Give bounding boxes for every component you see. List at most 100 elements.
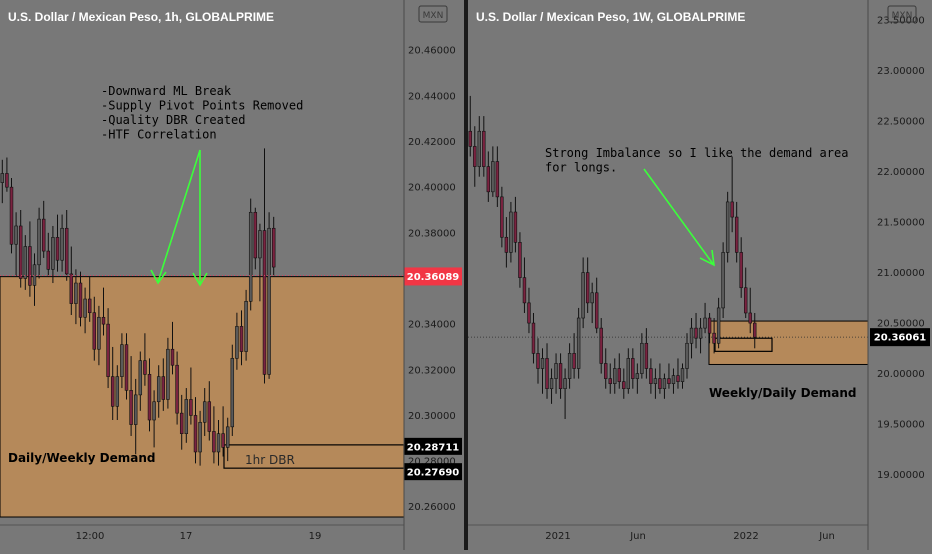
left-candle-body — [184, 399, 189, 434]
left-currency-badge-label: MXN — [423, 11, 444, 21]
right-last-price-badge[interactable] — [870, 328, 930, 347]
left-candle-body — [147, 374, 152, 421]
right-currency-badge-label: MXN — [892, 11, 913, 21]
left-xtick-label: 19 — [309, 531, 322, 542]
right-ytick-label: 22.50000 — [877, 117, 925, 128]
left-chart-panel[interactable]: Daily/Weekly Demand 1hr DBR -Downward ML B… — [0, 0, 405, 525]
left-ytick-label: 20.26000 — [408, 502, 456, 513]
right-candle-body — [667, 378, 671, 384]
right-candle-body — [594, 292, 599, 329]
right-candle-body — [581, 272, 585, 319]
left-candle-body — [74, 282, 78, 304]
right-candle-body — [653, 378, 658, 384]
right-ytick-label: 21.50000 — [877, 218, 925, 229]
left-candle-body — [18, 225, 23, 279]
left-candle-body — [244, 301, 248, 352]
right-annotation-line: for longs. — [545, 161, 617, 175]
left-candle-body — [115, 376, 120, 407]
right-candle-body — [671, 375, 676, 384]
right-candle-body — [725, 201, 730, 253]
right-ytick-label: 22.00000 — [877, 167, 925, 178]
right-currency-badge[interactable]: MXN — [887, 5, 917, 23]
right-candle-body — [748, 312, 752, 324]
right-candle-body — [649, 368, 653, 384]
right-candle-body — [712, 332, 716, 344]
right-candle-body — [477, 130, 481, 167]
right-time-axis[interactable]: 2021 Jun 2022 Jun — [468, 524, 868, 550]
right-candle-body — [604, 363, 608, 379]
left-candle-body — [92, 312, 97, 350]
left-candle-body — [78, 282, 83, 318]
daily-weekly-demand-label: Daily/Weekly Demand — [8, 451, 156, 465]
right-candle-body — [640, 342, 644, 374]
left-candle-body — [101, 316, 106, 325]
arrow-head — [150, 269, 167, 285]
left-candle-body — [193, 415, 198, 453]
right-ytick-label: 20.00000 — [877, 369, 925, 380]
left-candle-body — [55, 237, 60, 261]
left-xtick-label: 17 — [180, 531, 193, 542]
left-candle-body — [143, 360, 147, 375]
right-price-axis[interactable]: 23.50000 23.00000 22.50000 22.00000 21.50000… — [868, 0, 932, 550]
right-arrow — [643, 168, 715, 267]
left-level-badge[interactable] — [404, 463, 462, 481]
left-ytick-label: 20.46000 — [408, 46, 456, 57]
right-chart-panel[interactable]: Weekly/Daily Demand Strong Imbalance so I… — [468, 0, 869, 525]
left-ytick-label: 20.38000 — [408, 228, 456, 239]
left-time-axis[interactable]: 12:00 17 19 — [0, 524, 404, 550]
right-candle-body — [536, 353, 540, 369]
right-xtick-label: Jun — [629, 531, 646, 542]
left-candle-body — [23, 246, 28, 279]
right-candle-body — [572, 353, 576, 369]
left-candle-body — [253, 211, 258, 259]
right-ytick-label: 19.50000 — [877, 420, 925, 431]
left-candle-body — [152, 401, 156, 421]
right-candle-body — [698, 327, 703, 339]
right-candle-body — [585, 272, 590, 304]
panel-separator[interactable] — [464, 0, 468, 550]
left-level-badge[interactable] — [404, 437, 462, 455]
left-candle-body — [124, 344, 129, 391]
left-candle-body — [207, 401, 212, 432]
left-candle-body — [46, 250, 51, 270]
right-ytick-label: 23.50000 — [877, 16, 925, 27]
daily-weekly-demand-zone — [0, 276, 405, 518]
right-candle-body — [631, 358, 635, 379]
left-candle-body — [221, 433, 225, 448]
left-candle-body — [202, 401, 207, 423]
right-candle-body — [635, 373, 640, 379]
right-candle-body — [576, 317, 581, 369]
arrow-head — [699, 249, 715, 267]
right-candle-body — [613, 368, 617, 384]
left-currency-badge[interactable]: MXN — [418, 5, 448, 23]
right-candle-body — [468, 130, 472, 147]
left-candle-body — [212, 431, 216, 453]
right-candle-body — [522, 277, 527, 304]
right-plot-area[interactable] — [468, 0, 868, 525]
left-candle-body — [97, 316, 101, 350]
left-candle-body — [161, 376, 166, 400]
left-candle-body — [87, 298, 92, 314]
left-level-value: 20.27690 — [407, 468, 460, 479]
right-candle-body — [527, 302, 531, 324]
left-price-axis[interactable]: 20.46000 20.44000 20.42000 20.40000 20.38000… — [404, 0, 464, 550]
left-candle-body — [60, 227, 64, 261]
right-candle-body — [500, 196, 504, 238]
left-candles — [0, 148, 276, 466]
left-candle-body — [28, 246, 32, 286]
right-candle-body — [658, 378, 662, 390]
left-candle-body — [267, 227, 271, 375]
left-candle-body — [216, 433, 221, 453]
left-candle-body — [120, 344, 124, 377]
left-annotation-line: -Downward ML Break — [101, 84, 232, 98]
left-last-price-badge[interactable] — [404, 267, 462, 286]
right-candle-body — [676, 375, 680, 382]
left-candle-body — [248, 211, 253, 302]
right-candle-body — [495, 161, 500, 198]
left-candle-body — [106, 323, 110, 377]
left-candle-body — [83, 298, 87, 318]
right-last-price-value: 20.36061 — [874, 333, 927, 344]
right-candle-body — [689, 327, 694, 344]
left-last-price-value: 20.36089 — [407, 272, 460, 283]
